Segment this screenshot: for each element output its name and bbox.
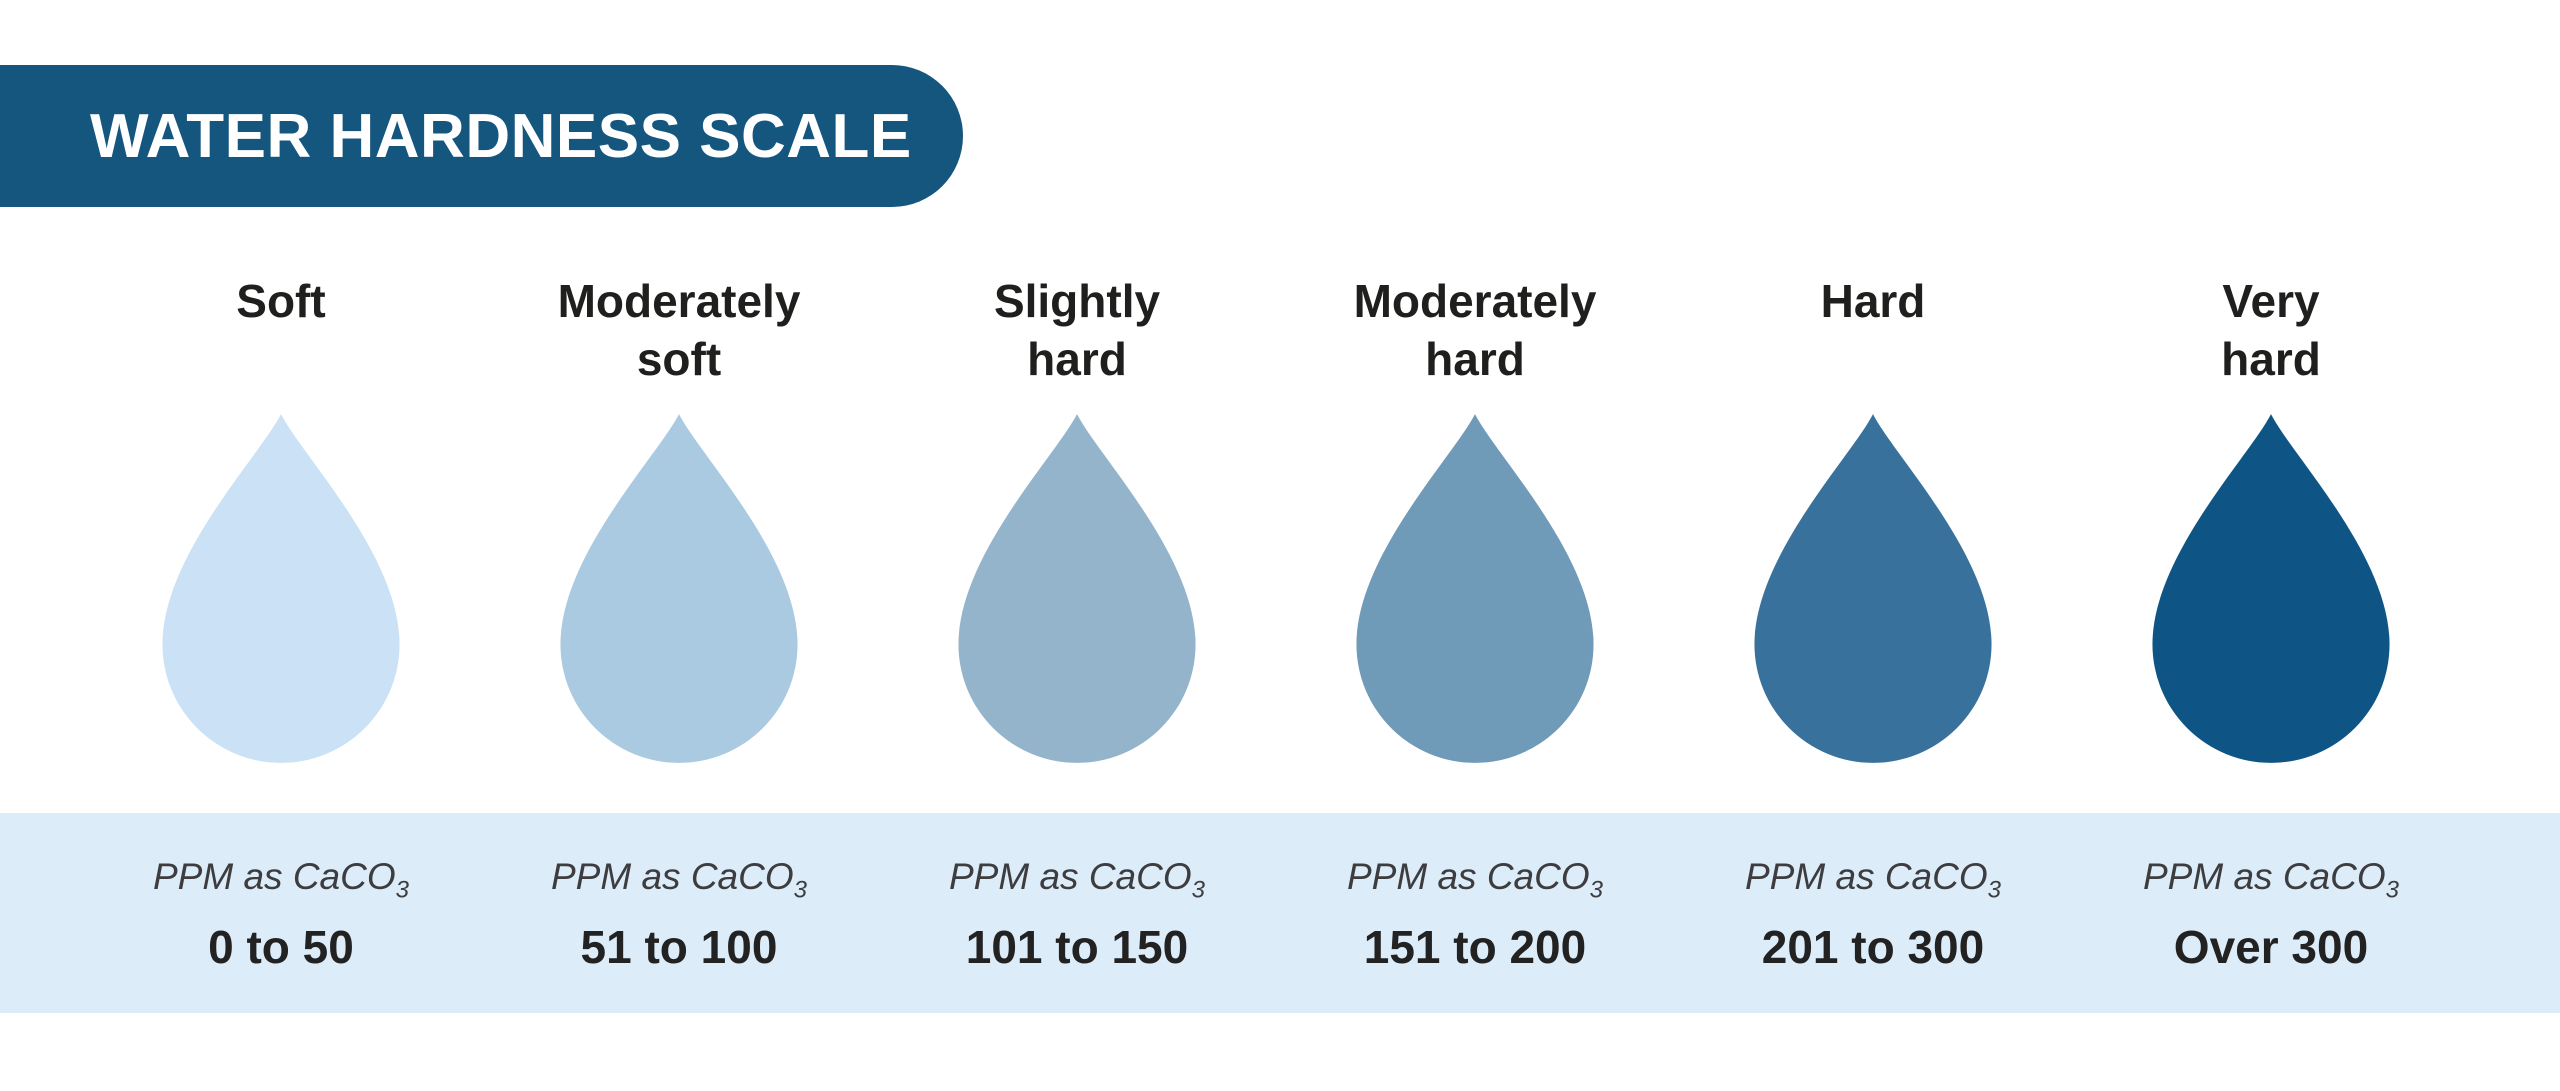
ppm-unit-label: PPM as CaCO3 [153, 856, 409, 904]
category-column [2072, 410, 2470, 767]
ppm-range-value: 201 to 300 [1761, 920, 1985, 973]
category-column: Moderately soft [480, 272, 878, 388]
category-column: Very hard [2072, 272, 2470, 388]
ppm-row: PPM as CaCO3 0 to 50 PPM as CaCO3 51 to … [82, 813, 2470, 1013]
ppm-band: PPM as CaCO3 0 to 50 PPM as CaCO3 51 to … [0, 813, 2560, 1013]
ppm-block: PPM as CaCO3 0 to 50 [153, 853, 409, 972]
ppm-range-value: Over 300 [2173, 920, 2369, 973]
category-column: Hard [1674, 272, 2072, 388]
title-banner: WATER HARDNESS SCALE [0, 65, 963, 207]
category-label: Slightly hard [993, 275, 1161, 385]
water-drop-icon [958, 414, 1196, 763]
category-column: PPM as CaCO3 Over 300 [2072, 813, 2470, 1013]
ppm-block: PPM as CaCO3 Over 300 [2143, 853, 2399, 972]
ppm-unit-label: PPM as CaCO3 [2143, 856, 2399, 904]
category-column: PPM as CaCO3 151 to 200 [1276, 813, 1674, 1013]
water-drop-icon [1754, 414, 1992, 763]
category-label: Hard [1820, 275, 1926, 327]
ppm-block: PPM as CaCO3 151 to 200 [1347, 853, 1603, 972]
water-drop-icon [560, 414, 798, 763]
category-column [480, 410, 878, 767]
category-column [1276, 410, 1674, 767]
water-drop-icon [1356, 414, 1594, 763]
water-drop-icon [162, 414, 400, 763]
category-column: PPM as CaCO3 51 to 100 [480, 813, 878, 1013]
category-label: Moderately hard [1353, 275, 1597, 385]
ppm-unit-label: PPM as CaCO3 [949, 856, 1205, 904]
category-label: Moderately soft [557, 275, 801, 385]
category-column [82, 410, 480, 767]
page-title: WATER HARDNESS SCALE [90, 101, 912, 171]
water-drop-icon [2152, 414, 2390, 763]
ppm-range-value: 101 to 150 [965, 920, 1189, 973]
ppm-range-value: 151 to 200 [1363, 920, 1587, 973]
category-column: Soft [82, 272, 480, 388]
category-column [878, 410, 1276, 767]
ppm-unit-label: PPM as CaCO3 [551, 856, 807, 904]
ppm-range-value: 0 to 50 [208, 920, 354, 973]
ppm-unit-label: PPM as CaCO3 [1347, 856, 1603, 904]
labels-row: Soft Moderately soft Slightly hard Moder… [82, 272, 2470, 388]
category-column: Slightly hard [878, 272, 1276, 388]
ppm-block: PPM as CaCO3 101 to 150 [949, 853, 1205, 972]
category-column [1674, 410, 2072, 767]
category-column: Moderately hard [1276, 272, 1674, 388]
ppm-block: PPM as CaCO3 201 to 300 [1745, 853, 2001, 972]
category-label: Soft [236, 275, 326, 327]
ppm-range-value: 51 to 100 [580, 920, 778, 973]
drops-row [82, 410, 2470, 767]
category-column: PPM as CaCO3 101 to 150 [878, 813, 1276, 1013]
ppm-block: PPM as CaCO3 51 to 100 [551, 853, 807, 972]
ppm-unit-label: PPM as CaCO3 [1745, 856, 2001, 904]
category-column: PPM as CaCO3 0 to 50 [82, 813, 480, 1013]
category-label: Very hard [2221, 275, 2321, 385]
category-column: PPM as CaCO3 201 to 300 [1674, 813, 2072, 1013]
